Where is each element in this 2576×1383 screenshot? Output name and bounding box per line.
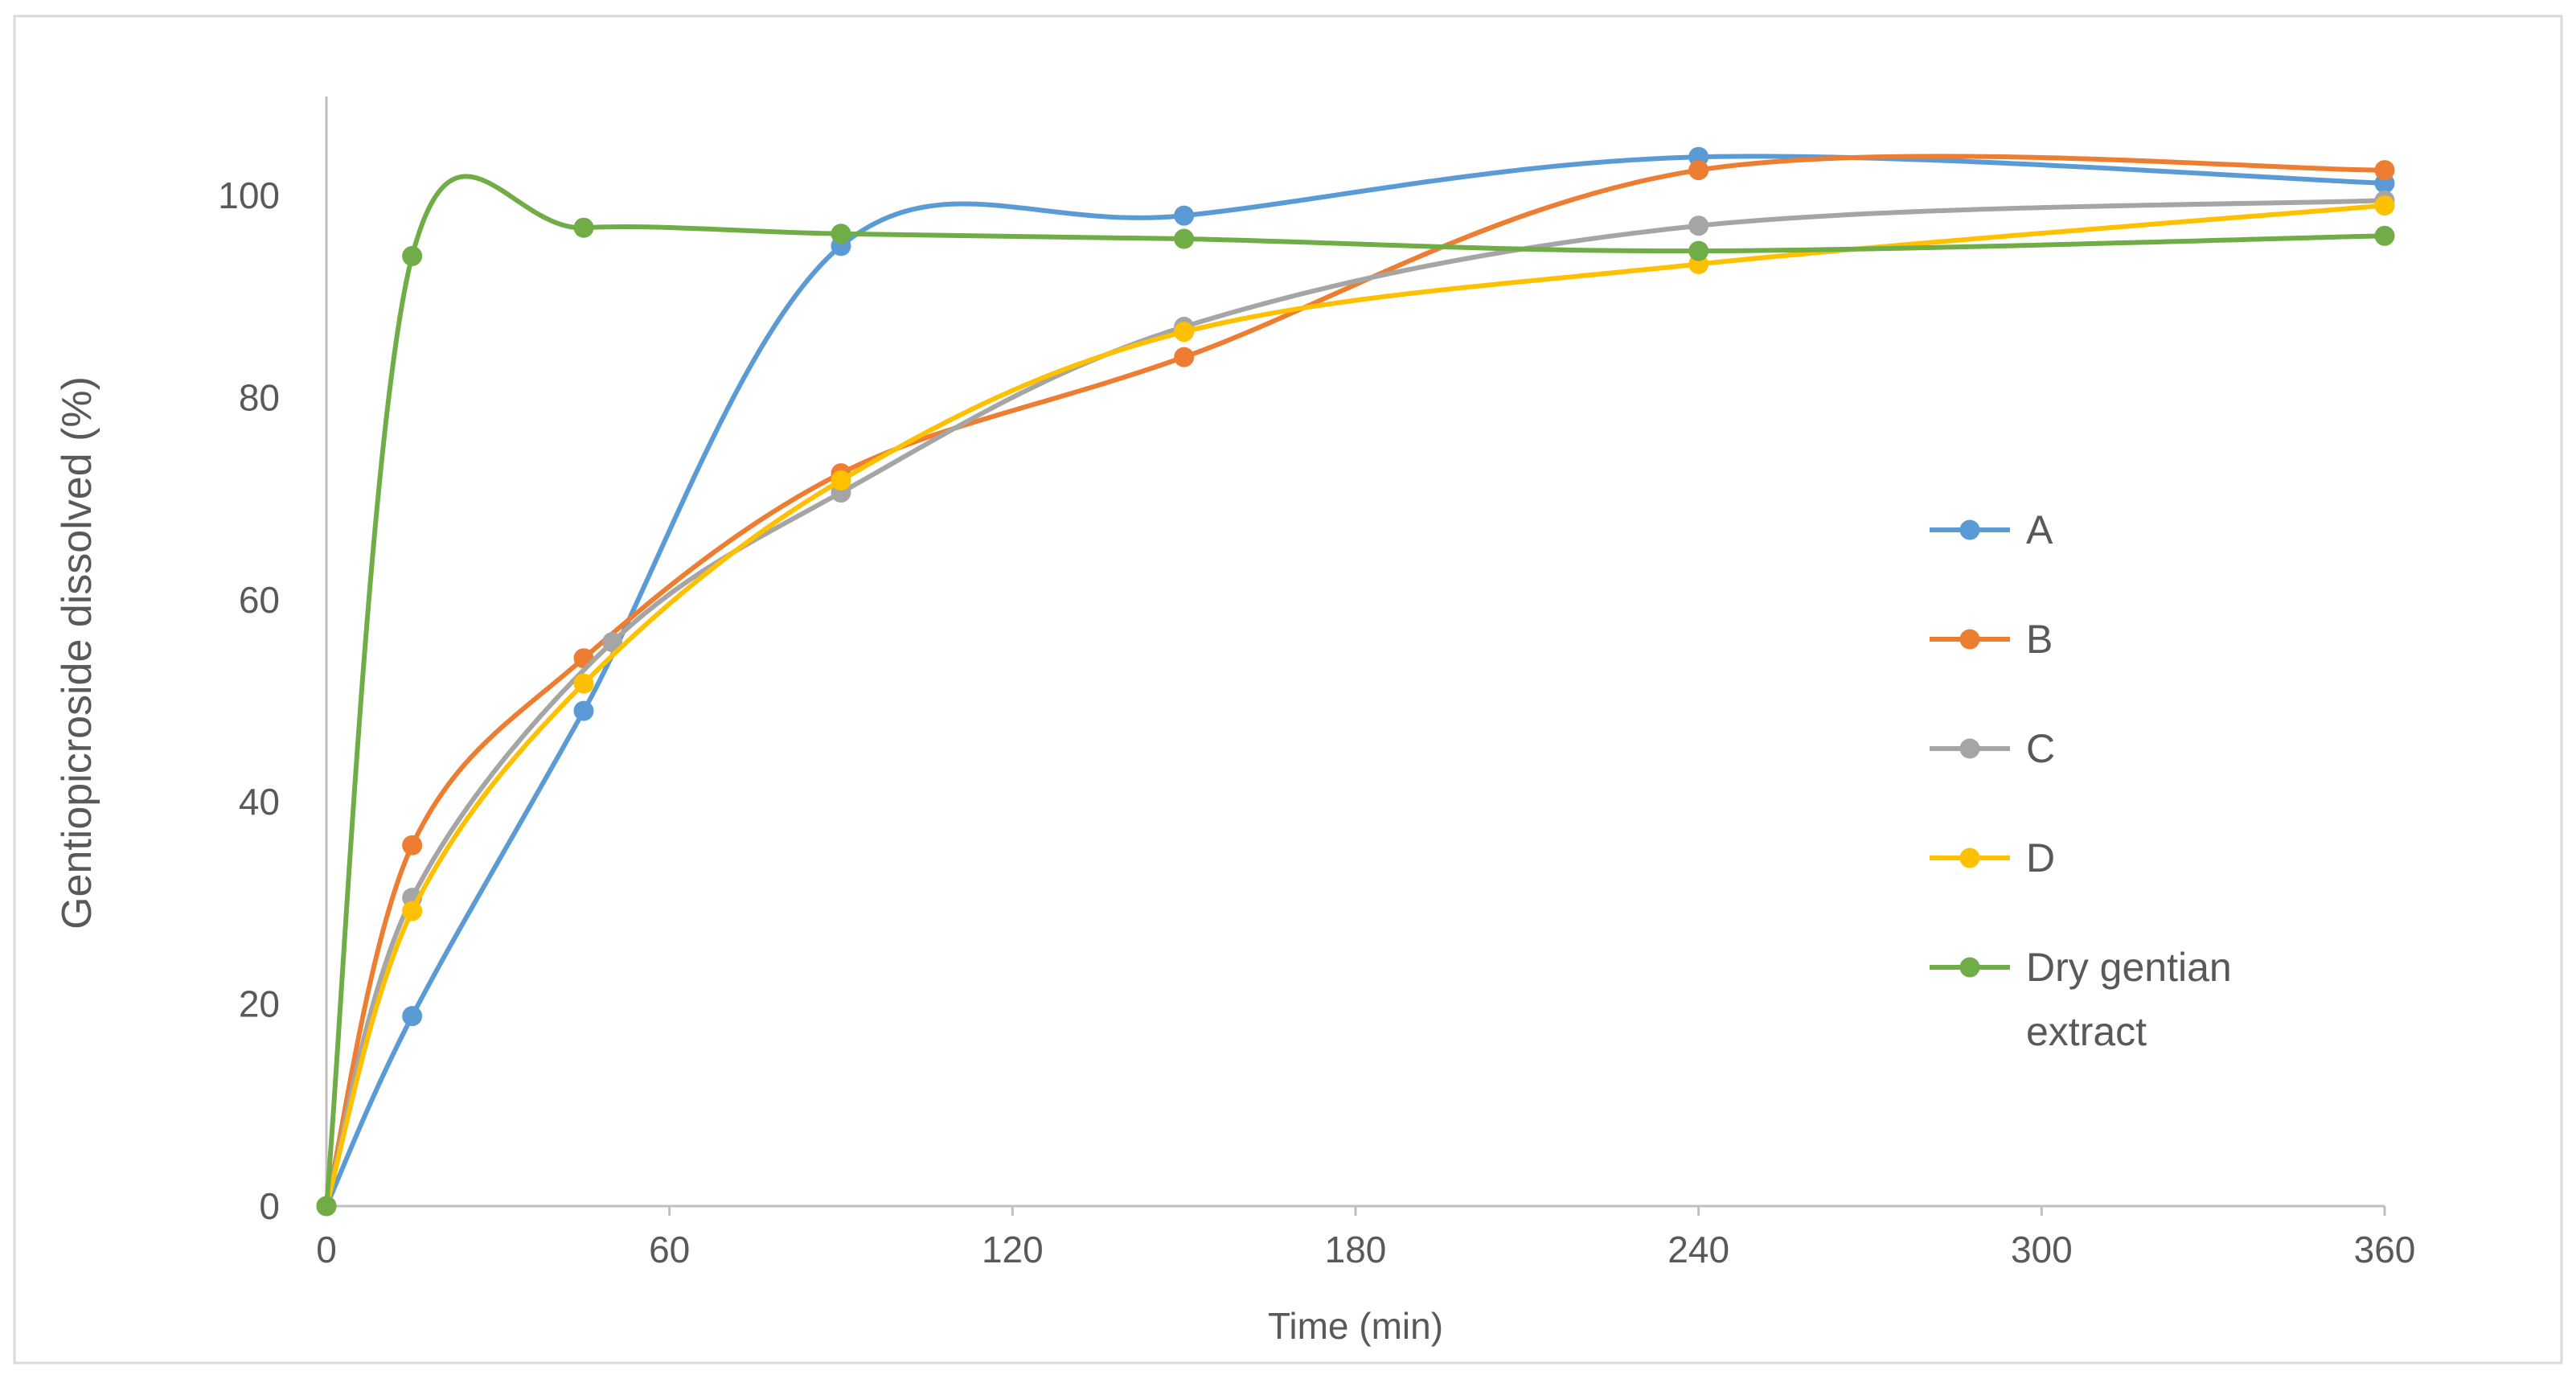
legend-item: D bbox=[1930, 835, 2055, 880]
legend-label: A bbox=[2026, 507, 2053, 552]
data-point bbox=[1688, 240, 1709, 261]
y-tick-label: 80 bbox=[239, 376, 280, 418]
legend-marker bbox=[1959, 957, 1980, 978]
data-point bbox=[402, 835, 423, 856]
data-point bbox=[831, 470, 851, 490]
y-tick-label: 100 bbox=[218, 174, 280, 216]
x-axis-title: Time (min) bbox=[1268, 1305, 1443, 1347]
legend-label: extract bbox=[2026, 1009, 2147, 1054]
data-point bbox=[1688, 160, 1709, 181]
data-point bbox=[1174, 347, 1195, 367]
legend-marker bbox=[1959, 847, 1980, 868]
x-tick-label: 180 bbox=[1325, 1229, 1387, 1270]
y-tick-label: 20 bbox=[239, 983, 280, 1025]
legend-item: B bbox=[1930, 617, 2053, 662]
chart-border bbox=[13, 14, 2563, 1365]
legend-item: C bbox=[1930, 726, 2055, 771]
x-tick-label: 120 bbox=[982, 1229, 1044, 1270]
series-dry-gentian-extract bbox=[316, 174, 2395, 1217]
series-group bbox=[316, 146, 2395, 1217]
data-point bbox=[2374, 195, 2395, 216]
data-point bbox=[402, 1006, 423, 1027]
y-axis-title: Gentiopicroside dissolved (%) bbox=[54, 376, 100, 930]
data-point bbox=[573, 673, 594, 694]
x-tick-label: 240 bbox=[1667, 1229, 1729, 1270]
data-point bbox=[2374, 160, 2395, 181]
x-tick-label: 360 bbox=[2354, 1229, 2416, 1270]
data-point bbox=[602, 632, 623, 653]
data-point bbox=[1174, 322, 1195, 343]
legend-item: A bbox=[1930, 507, 2053, 552]
data-point bbox=[1174, 228, 1195, 249]
legend-marker bbox=[1959, 519, 1980, 540]
data-point bbox=[573, 217, 594, 238]
legend-marker bbox=[1959, 738, 1980, 759]
data-point bbox=[1688, 215, 1709, 236]
legend-label: C bbox=[2026, 726, 2055, 771]
data-point bbox=[573, 700, 594, 721]
data-point bbox=[2374, 225, 2395, 246]
legend: A B C D Dry gentian extract bbox=[1930, 507, 2232, 1054]
series-line bbox=[324, 198, 2385, 1207]
legend-label: B bbox=[2026, 617, 2053, 662]
data-point bbox=[1174, 205, 1195, 226]
data-point bbox=[316, 1196, 337, 1217]
data-point bbox=[831, 224, 851, 244]
series-line bbox=[324, 154, 2385, 1208]
y-tick-label: 40 bbox=[239, 781, 280, 823]
data-point bbox=[402, 245, 423, 266]
legend-label: Dry gentian bbox=[2026, 945, 2232, 990]
y-tick-label: 60 bbox=[239, 579, 280, 621]
legend-marker bbox=[1959, 629, 1980, 650]
x-tick-label: 0 bbox=[316, 1229, 337, 1270]
y-tick-label: 0 bbox=[259, 1185, 280, 1227]
x-tick-label: 60 bbox=[649, 1229, 690, 1270]
x-tick-label: 300 bbox=[2011, 1229, 2073, 1270]
legend-label: D bbox=[2026, 835, 2055, 880]
legend-item: Dry gentian extract bbox=[1930, 945, 2232, 1054]
data-point bbox=[402, 901, 423, 921]
axes: 0 60 120 180 240 300 360 0 20 40 60 80 100 bbox=[218, 96, 2415, 1270]
